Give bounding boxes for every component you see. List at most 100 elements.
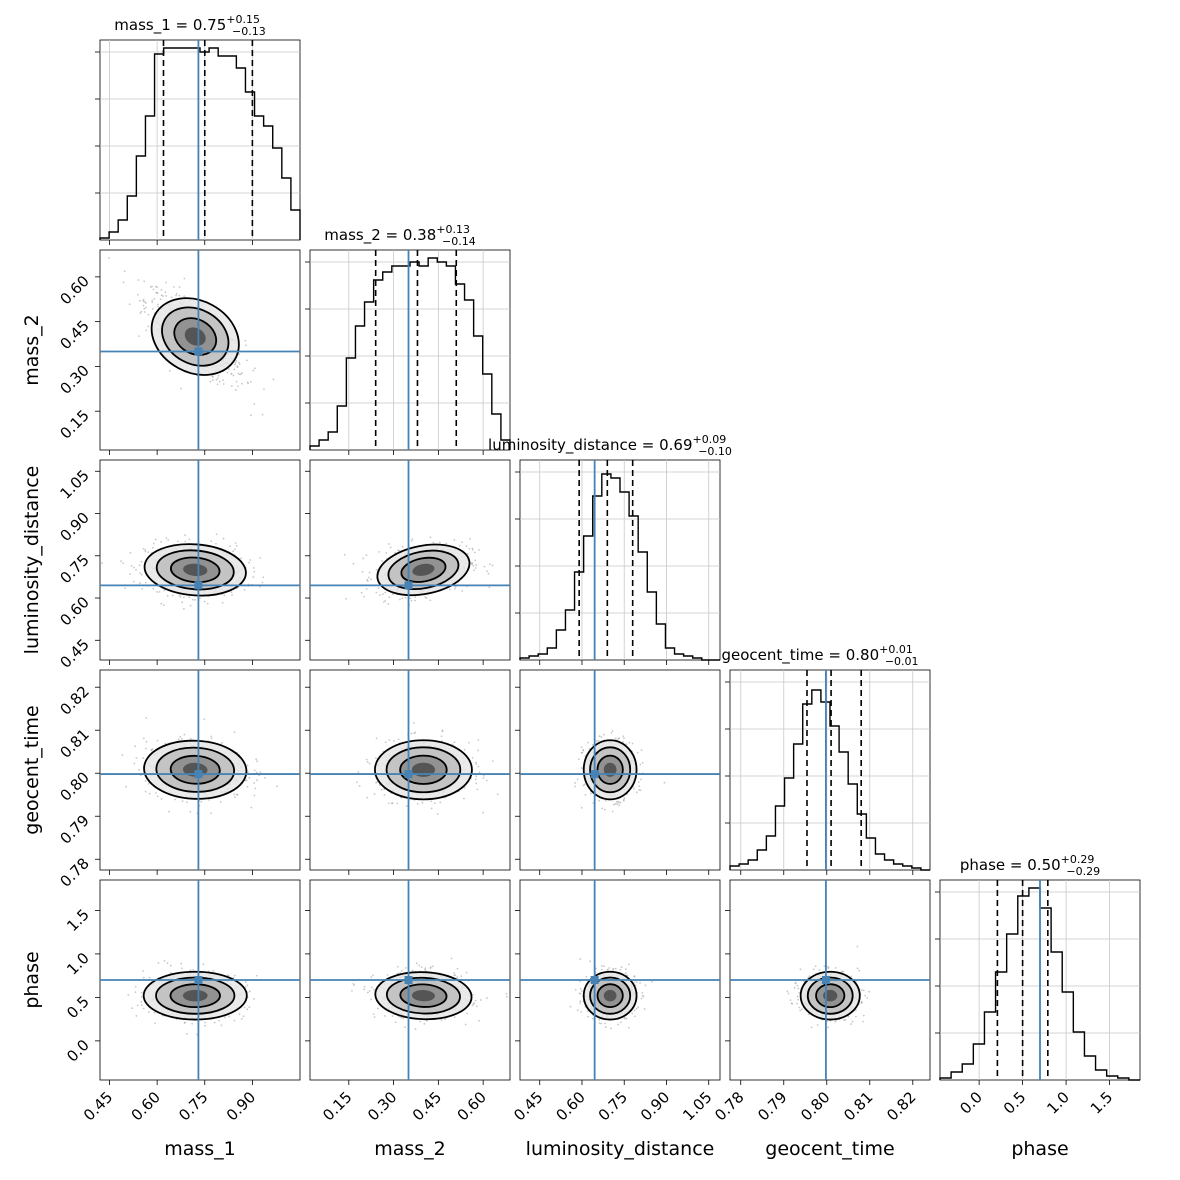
sample-point xyxy=(386,973,389,976)
y-tick-label: 0.79 xyxy=(56,811,92,847)
contour-2 xyxy=(169,983,221,1009)
sample-point xyxy=(224,1016,227,1019)
sample-point xyxy=(165,295,168,297)
scatter-panel-mass_1-vs-mass_2: 0.150.300.450.60 xyxy=(56,249,301,455)
sample-point xyxy=(387,802,390,805)
sample-point xyxy=(148,976,151,979)
sample-point xyxy=(235,545,238,547)
sample-point xyxy=(377,587,380,590)
y-tick-label: 0.45 xyxy=(56,317,92,353)
sample-point xyxy=(156,591,158,593)
sample-point xyxy=(401,597,404,600)
sample-point xyxy=(404,596,407,599)
sample-point xyxy=(366,580,369,582)
contour-0 xyxy=(143,739,248,800)
sample-point xyxy=(615,800,618,803)
sample-point xyxy=(156,795,159,798)
hist-panel-mass_2 xyxy=(305,249,511,455)
sample-point xyxy=(255,758,258,761)
sample-point xyxy=(121,754,124,756)
sample-point xyxy=(226,371,229,374)
sample-point xyxy=(232,374,235,377)
sample-point xyxy=(600,736,603,738)
sample-point xyxy=(151,748,154,750)
sample-point xyxy=(248,990,251,993)
sample-point xyxy=(183,608,185,610)
sample-point xyxy=(141,588,144,590)
sample-point xyxy=(441,729,444,732)
sample-point xyxy=(184,1021,187,1024)
sample-point xyxy=(238,361,240,364)
sample-point xyxy=(252,576,255,578)
sample-point xyxy=(465,971,468,974)
density-level-3 xyxy=(182,989,208,1002)
sample-point xyxy=(216,377,219,380)
sample-point xyxy=(143,280,146,283)
sample-point xyxy=(461,541,463,544)
sample-point xyxy=(410,599,413,602)
sample-point xyxy=(358,785,361,787)
sample-point xyxy=(154,538,157,541)
sample-point xyxy=(222,537,225,540)
sample-point xyxy=(471,549,474,551)
sample-point xyxy=(212,969,215,972)
contour-2 xyxy=(399,754,448,785)
sample-point xyxy=(234,542,237,544)
sample-point xyxy=(423,1022,426,1025)
sample-point xyxy=(388,596,391,599)
sample-point xyxy=(249,559,252,561)
sample-point xyxy=(430,800,432,803)
sample-point xyxy=(486,997,488,999)
sample-point xyxy=(391,593,394,596)
sample-point xyxy=(469,537,471,540)
sample-point xyxy=(122,562,125,565)
panel-frame xyxy=(309,249,511,451)
contour-1 xyxy=(161,306,230,367)
truth-marker xyxy=(194,347,203,356)
sample-point xyxy=(413,732,416,735)
sample-point xyxy=(170,296,173,299)
scatter-panel-mass_2-vs-luminosity_distance xyxy=(305,459,511,665)
sample-point xyxy=(465,545,468,548)
sample-point xyxy=(163,959,166,962)
sample-point xyxy=(217,374,220,377)
sample-point xyxy=(597,739,600,742)
sample-point xyxy=(453,587,456,590)
sample-point xyxy=(140,310,143,313)
sample-point xyxy=(574,785,577,788)
sample-point xyxy=(240,557,242,560)
sample-point xyxy=(188,596,191,599)
contour-2 xyxy=(596,754,624,785)
contour-0 xyxy=(142,970,248,1021)
sample-point xyxy=(166,962,169,965)
sample-point xyxy=(212,376,214,378)
sample-point xyxy=(388,739,391,742)
sample-point xyxy=(123,270,126,273)
sample-point xyxy=(623,737,625,740)
sample-point xyxy=(151,285,153,288)
sample-point xyxy=(384,591,387,594)
sample-point xyxy=(379,594,381,597)
y-tick-label: 0.90 xyxy=(56,509,92,545)
scatter-panel-mass_2-vs-phase: 0.15 0.30 0.45 0.60 xyxy=(305,879,511,1124)
sample-point xyxy=(623,797,626,799)
sample-point xyxy=(373,793,376,796)
sample-point xyxy=(261,413,264,416)
sample-point xyxy=(204,1024,206,1027)
sample-point xyxy=(133,566,135,569)
sample-point xyxy=(233,731,236,734)
sample-point xyxy=(152,587,155,590)
sample-point xyxy=(142,298,145,301)
sample-point xyxy=(200,800,203,803)
sample-point xyxy=(206,602,209,605)
y-tick-label: 0.15 xyxy=(56,406,92,442)
sample-point xyxy=(448,588,451,591)
sample-point xyxy=(616,803,619,805)
sample-point xyxy=(254,787,257,790)
panel-content xyxy=(310,670,510,870)
sample-point xyxy=(436,813,439,816)
sample-point xyxy=(463,786,466,789)
sample-point xyxy=(595,740,598,742)
sample-point xyxy=(488,586,491,589)
sample-point xyxy=(211,379,214,381)
